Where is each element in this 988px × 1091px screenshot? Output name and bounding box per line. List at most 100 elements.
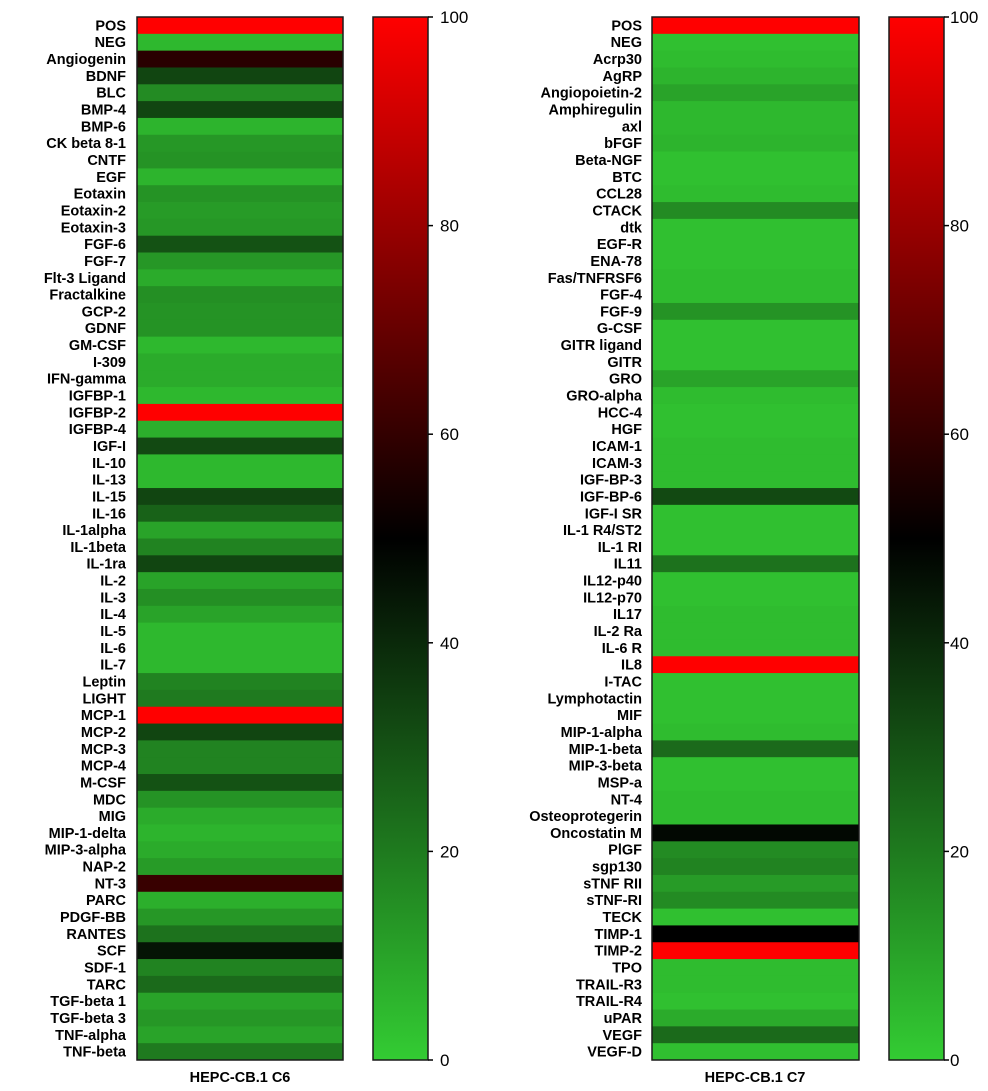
heatmap-cell-il12-p70 [652, 588, 859, 607]
row-label-il-1-ri: IL-1 RI [598, 540, 642, 556]
row-labels-c7: POSNEGAcrp30AgRPAngiopoietin-2Amphiregul… [529, 18, 643, 1060]
heatmap-cell-blc [137, 84, 343, 102]
row-label-egf: EGF [96, 170, 126, 186]
heatmap-cell-flt-3-ligand [137, 269, 343, 287]
heatmap-cell-il-1ra [137, 555, 343, 573]
colorbar-gradient [372, 16, 429, 1061]
row-label-sgp130: sgp130 [592, 860, 642, 876]
colorbar-tick-label: 0 [950, 1051, 959, 1070]
row-label-il-6-r: IL-6 R [602, 641, 643, 657]
heatmap-cell-fractalkine [137, 286, 343, 304]
row-label-mig: MIG [99, 809, 126, 825]
row-label-oncostatin-m: Oncostatin M [550, 826, 642, 842]
heatmap-cell-osteoprotegerin [652, 807, 859, 825]
heatmap-cell-igfbp-1 [137, 387, 343, 405]
row-label-mcp-2: MCP-2 [81, 725, 126, 741]
heatmap-cell-ck-beta-8-1 [137, 134, 343, 152]
row-label-osteoprotegerin: Osteoprotegerin [529, 809, 642, 825]
row-label-il-5: IL-5 [100, 624, 126, 640]
row-label-icam-3: ICAM-3 [592, 456, 642, 472]
colorbar-tick-label: 80 [950, 217, 969, 236]
heatmap-cell-il-3 [137, 588, 343, 607]
heatmap-cell-gro [652, 370, 859, 388]
row-label-dtk: dtk [620, 220, 643, 236]
heatmap-cell-eotaxin [137, 185, 343, 203]
heatmap-cell-mcp-2 [137, 723, 343, 741]
heatmap-cell-tpo [652, 959, 859, 977]
row-label-il-13: IL-13 [92, 473, 126, 489]
row-label-lymphotactin: Lymphotactin [547, 691, 642, 707]
heatmap-cells-c6 [136, 16, 344, 1061]
heatmap-cell-tgf-beta-3 [137, 1009, 343, 1027]
heatmap-cell-nt-3 [137, 874, 343, 893]
row-label-igfbp-4: IGFBP-4 [69, 422, 126, 438]
row-label-sdf-1: SDF-1 [84, 960, 126, 976]
row-label-ena-78: ENA-78 [590, 254, 642, 270]
heatmap-cell-sgp130 [652, 858, 859, 876]
row-label-pos: POS [95, 18, 126, 34]
heatmap-cells-c7 [651, 16, 860, 1061]
heatmap-cell-hgf [652, 420, 859, 438]
heatmap-cell-leptin [137, 673, 343, 691]
row-label-neg: NEG [611, 35, 642, 51]
row-label-tgf-beta-3: TGF-beta 3 [50, 1011, 126, 1027]
row-label-il-15: IL-15 [92, 489, 126, 505]
heatmap-cell-scf [137, 942, 343, 960]
heatmap-cell-bdnf [137, 67, 343, 85]
heatmap-cell-igfbp-4 [137, 420, 343, 438]
heatmap-cell-eotaxin-3 [137, 218, 343, 237]
row-label-pdgf-bb: PDGF-BB [60, 910, 126, 926]
row-label-bfgf: bFGF [604, 136, 642, 152]
heatmap-cell-mip-1-delta [137, 824, 343, 842]
row-label-stnf-rii: sTNF RII [583, 876, 642, 892]
x-axis-label-c6: HEPC-CB.1 C6 [190, 1070, 291, 1086]
heatmap-cell-msp-a [652, 774, 859, 792]
row-label-il-3: IL-3 [100, 590, 126, 606]
heatmap-cell-mip-1-alpha [652, 723, 859, 741]
row-label-eotaxin-2: Eotaxin-2 [61, 203, 126, 219]
row-label-hcc-4: HCC-4 [598, 405, 642, 421]
heatmap-cell-mdc [137, 790, 343, 809]
heatmap-cell-icam-3 [652, 454, 859, 472]
row-label-acrp30: Acrp30 [593, 52, 642, 68]
heatmap-cell-ctack [652, 202, 859, 220]
heatmap-cell-pdgf-bb [137, 908, 343, 926]
heatmap-cell-stnf-rii [652, 874, 859, 893]
heatmap-cell-fgf-4 [652, 286, 859, 304]
row-label-mip-1-beta: MIP-1-beta [569, 742, 643, 758]
row-label-trail-r3: TRAIL-R3 [576, 977, 642, 993]
heatmap-cell-angiopoietin-2 [652, 84, 859, 102]
row-label-axl: axl [622, 119, 642, 135]
heatmap-cell-teck [652, 908, 859, 926]
heatmap-cell-igfbp-2 [137, 403, 343, 422]
row-label-mif: MIF [617, 708, 642, 724]
heatmap-cell-stnf-ri [652, 891, 859, 909]
row-label-mip-1-alpha: MIP-1-alpha [561, 725, 643, 741]
heatmap-cell-pos [652, 17, 859, 35]
heatmap-cell-il-2 [137, 572, 343, 590]
heatmap-cell-acrp30 [652, 50, 859, 68]
row-label-mcp-3: MCP-3 [81, 742, 126, 758]
heatmap-cell-angiogenin [137, 50, 343, 68]
colorbar-tick-label: 40 [440, 634, 459, 653]
row-label-gdnf: GDNF [85, 321, 126, 337]
heatmap-cell-trail-r3 [652, 975, 859, 994]
heatmap-cell-beta-ngf [652, 151, 859, 169]
heatmap-cell-i-tac [652, 673, 859, 691]
heatmap-cell-eotaxin-2 [137, 202, 343, 220]
heatmap-cell-tnf-alpha [137, 1026, 343, 1044]
colorbar-gradient [888, 16, 945, 1061]
row-label-mip-1-delta: MIP-1-delta [49, 826, 127, 842]
heatmap-cell-il-4 [137, 605, 343, 624]
x-axis-label-c7: HEPC-CB.1 C7 [705, 1070, 806, 1086]
row-label-il12-p40: IL12-p40 [583, 574, 642, 590]
row-label-il17: IL17 [613, 607, 642, 623]
heatmap-cell-tnf-beta [137, 1043, 343, 1061]
row-label-il-10: IL-10 [92, 456, 126, 472]
row-label-bdnf: BDNF [86, 69, 126, 85]
heatmap-cell-gitr [652, 353, 859, 371]
heatmap-border [136, 16, 344, 1061]
row-label-mip-3-alpha: MIP-3-alpha [45, 843, 127, 859]
row-label-gro: GRO [609, 372, 642, 388]
heatmap-cell-il-1-r4-st2 [652, 521, 859, 539]
